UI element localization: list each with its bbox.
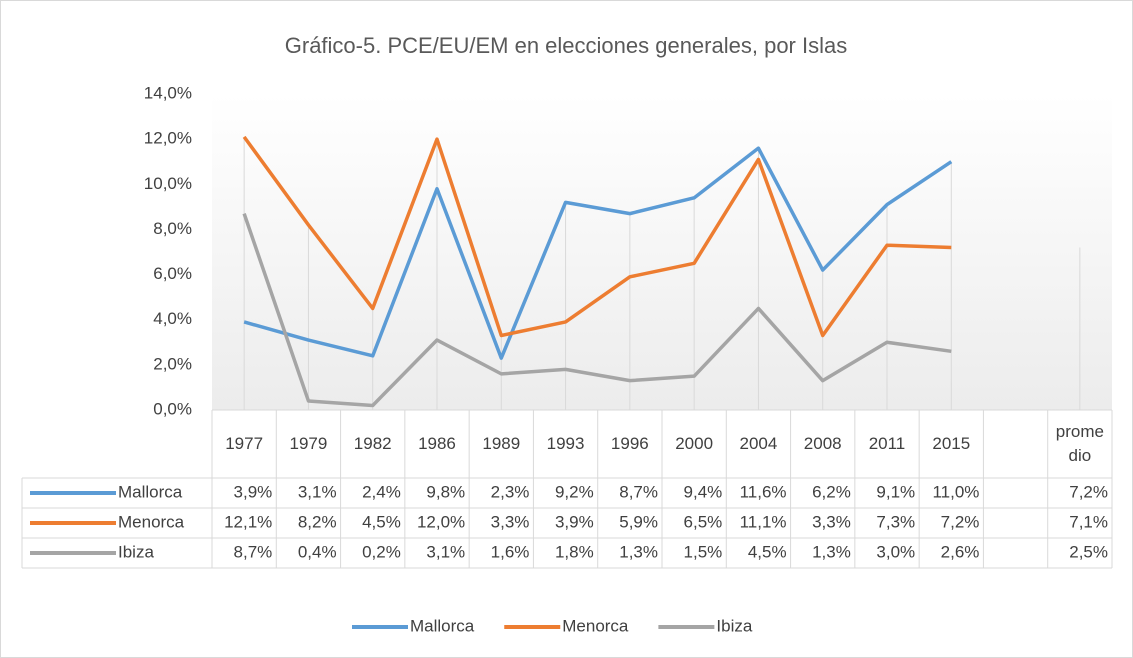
x-tick-label-box: 1993 [546,434,585,454]
data-label: 1,6% [491,542,530,561]
data-label: 9,8% [426,482,465,501]
data-label: 2,3% [491,482,530,501]
data-label: 8,7% [619,482,658,501]
y-tick-label: 4,0% [153,309,192,328]
x-tick-label-box: 1977 [225,434,264,454]
data-label: 2,5% [1069,542,1108,561]
y-tick-label: 12,0% [144,129,192,148]
data-label: 3,1% [426,542,465,561]
x-tick-label-box: promedio [1055,422,1104,465]
data-label: 6,5% [684,512,723,531]
x-tick-label: 1993 [546,434,585,454]
y-tick-label: 6,0% [153,264,192,283]
y-tick-label: 10,0% [144,174,192,193]
data-label: 1,5% [684,542,723,561]
data-label: 4,5% [748,542,787,561]
data-label: 9,2% [555,482,594,501]
x-tick-label: 2011 [868,434,906,454]
data-label: 11,0% [932,482,979,501]
x-tick-label: 1986 [418,434,456,454]
x-tick-label-box: 2011 [868,434,906,454]
x-tick-label-box: 1982 [353,434,392,454]
legend-label: Ibiza [716,616,752,635]
data-label: 5,9% [619,512,658,531]
row-label: Menorca [118,512,185,531]
data-label: 3,9% [234,482,273,501]
x-tick-label: 1989 [482,434,521,454]
x-tick-label-box: 1986 [418,434,456,454]
data-label: 3,3% [491,512,530,531]
x-tick-label-box: 2004 [739,434,778,454]
y-tick-label: 2,0% [153,354,192,373]
row-label: Ibiza [118,542,154,561]
data-label: 0,4% [298,542,337,561]
x-tick-label: 2008 [803,434,842,454]
x-tick-label-box: 2008 [803,434,842,454]
data-label: 7,2% [1069,482,1108,501]
x-tick-label: 1977 [225,434,264,454]
data-label: 1,8% [555,542,594,561]
x-tick-label-box: 2015 [932,434,971,454]
data-label: 6,2% [812,482,851,501]
series-line [243,146,953,360]
x-tick-label: promedio [1055,422,1104,465]
data-label: 11,1% [740,512,787,531]
data-label: 0,2% [362,542,401,561]
data-label: 7,3% [876,512,915,531]
data-label: 8,7% [234,542,273,561]
data-label: 8,2% [298,512,337,531]
x-tick-label: 2000 [675,434,714,454]
y-tick-label: 8,0% [153,219,192,238]
legend-label: Menorca [562,616,629,635]
series-line [242,135,952,338]
data-label: 12,0% [417,512,465,531]
row-label: Mallorca [118,482,183,501]
y-tick-label: 14,0% [144,83,192,102]
x-tick-label: 1979 [289,434,328,454]
data-label: 3,9% [555,512,594,531]
data-label: 9,4% [684,482,723,501]
series-line [242,213,952,408]
data-label: 3,1% [298,482,337,501]
x-tick-label: 1982 [353,434,392,454]
chart-title: Gráfico-5. PCE/EU/EM en elecciones gener… [285,33,847,58]
x-tick-label-box: 1979 [289,434,328,454]
y-tick-label: 0,0% [153,399,192,418]
legend-label: Mallorca [410,616,475,635]
data-label: 7,2% [941,512,980,531]
x-tick-label-box: 1996 [610,434,649,454]
x-tick-label: 2015 [932,434,971,454]
data-label: 4,5% [362,512,401,531]
data-label: 7,1% [1069,512,1108,531]
data-label: 2,4% [362,482,401,501]
x-tick-label: 2004 [739,434,778,454]
data-label: 1,3% [812,542,851,561]
data-label: 9,1% [876,482,915,501]
plot-area [212,94,1112,410]
x-tick-label-box: 1989 [482,434,521,454]
x-tick-label: 1996 [610,434,649,454]
data-label: 2,6% [941,542,980,561]
data-label: 3,0% [876,542,915,561]
data-label: 3,3% [812,512,851,531]
data-label: 1,3% [619,542,658,561]
data-label: 11,6% [740,482,787,501]
x-tick-label-box: 2000 [675,434,714,454]
data-label: 12,1% [224,512,272,531]
